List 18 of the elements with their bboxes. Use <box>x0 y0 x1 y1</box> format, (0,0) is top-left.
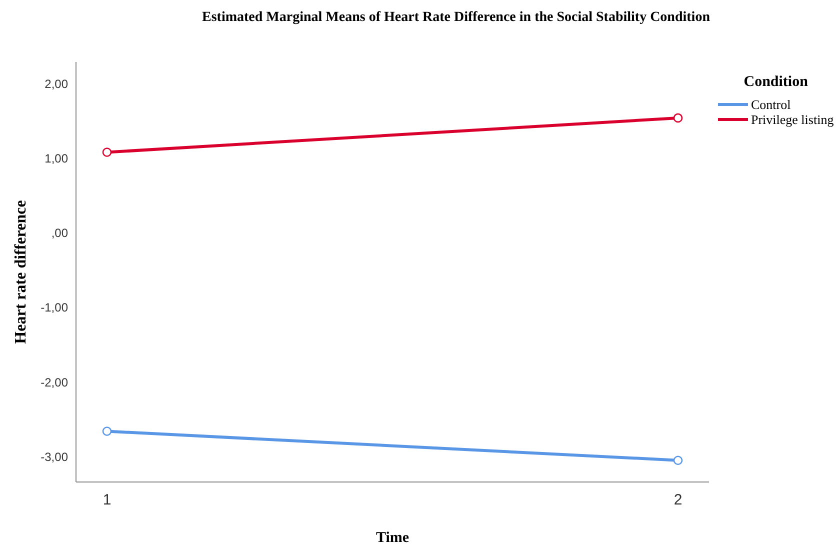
point <box>102 148 112 157</box>
y-tick-label: -1,00 <box>40 300 68 315</box>
y-tick-label: 2,00 <box>44 76 68 91</box>
y-tick-label: 1,00 <box>44 151 68 166</box>
chart-title: Estimated Marginal Means of Heart Rate Difference in the Social Stability Condition <box>201 10 711 26</box>
legend-label: Control <box>751 96 791 112</box>
x-tick-label: 2 <box>674 492 682 509</box>
x-tick-label: 1 <box>102 492 112 509</box>
y-tick-label: -3,00 <box>40 450 68 464</box>
legend-label: Privilege listing <box>751 112 834 128</box>
x-axis-title: Time <box>376 530 410 544</box>
point <box>102 426 112 436</box>
point <box>673 456 683 466</box>
y-tick-label: ,00 <box>51 226 68 240</box>
legend-title: Condition <box>742 74 809 91</box>
y-tick-label: -2,00 <box>40 375 68 390</box>
y-axis-title: Heart rate difference <box>12 200 30 344</box>
point <box>673 113 683 123</box>
